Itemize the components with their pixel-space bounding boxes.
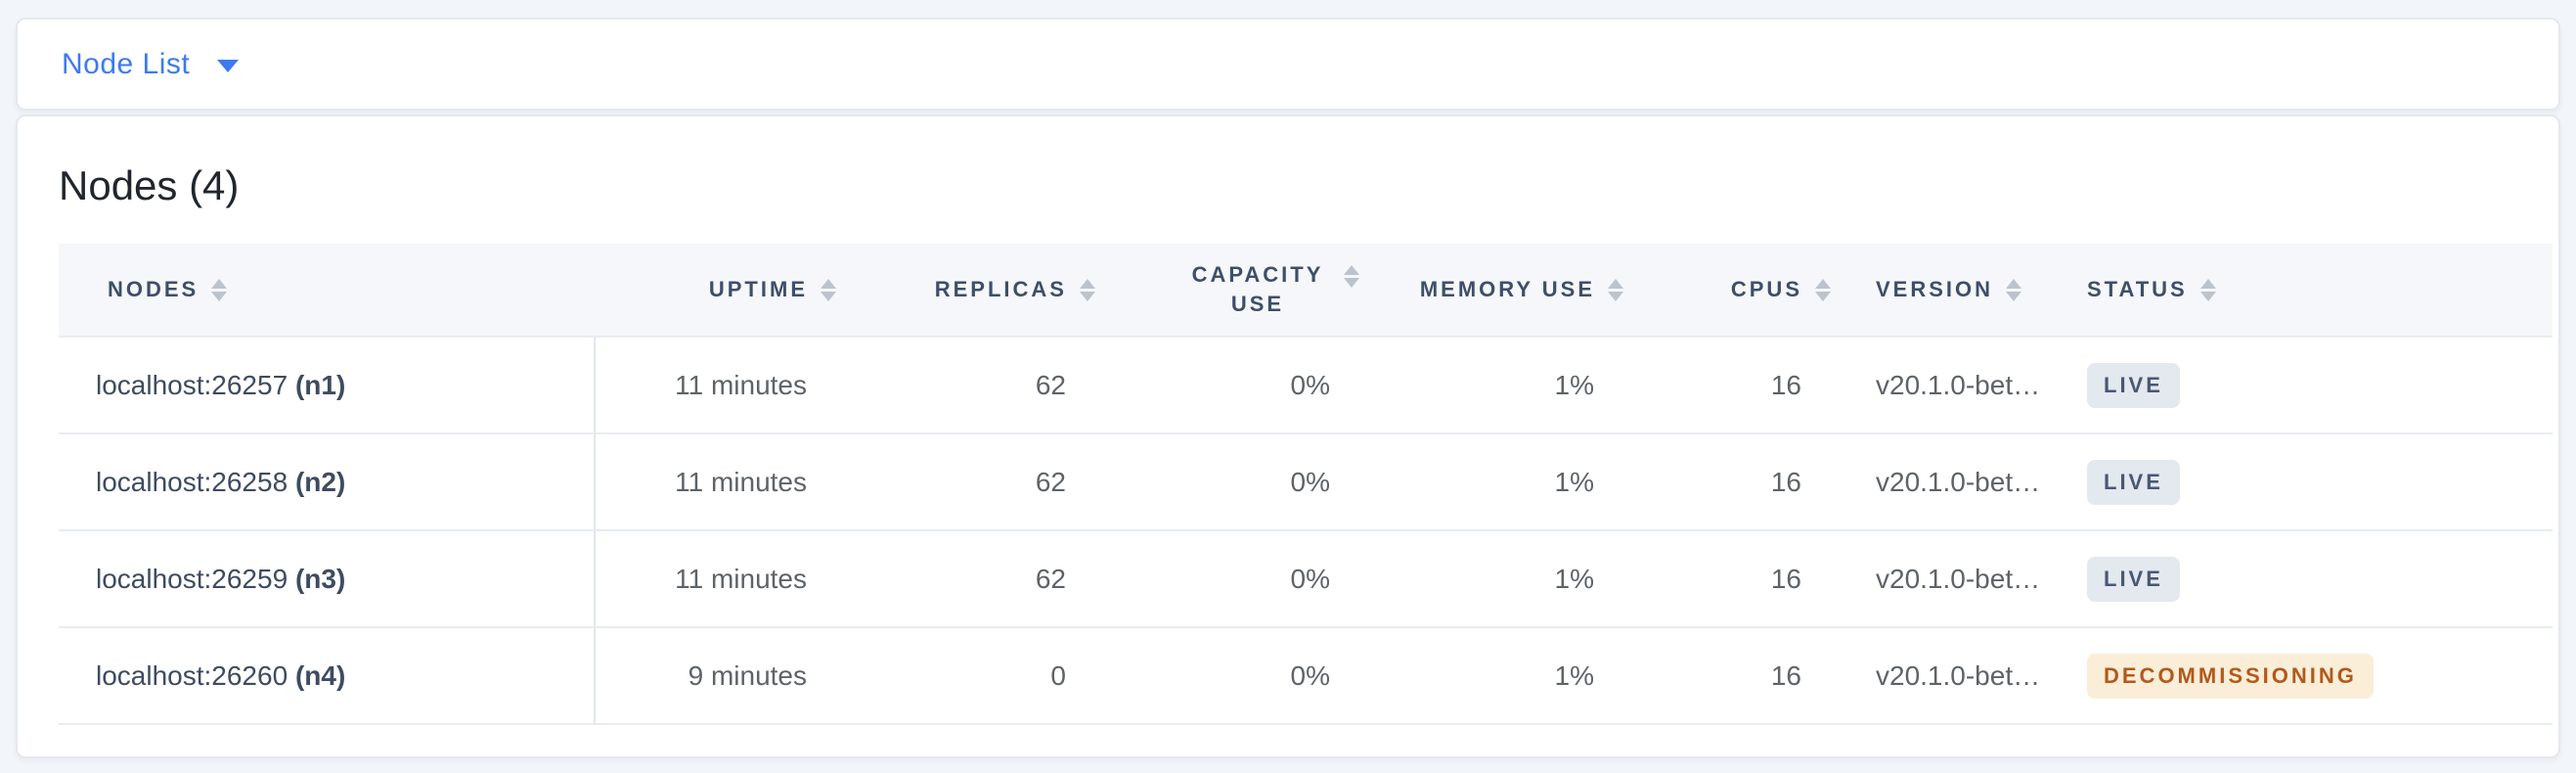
memory-use-cell: 1%: [1367, 337, 1631, 434]
version-cell: v20.1.0-bet…: [1839, 433, 2073, 531]
replicas-cell: 62: [844, 337, 1103, 434]
table-row-n1: localhost:26257 (n1) 11 minutes 62 0% 1%…: [59, 337, 2553, 434]
cpus-cell: 16: [1631, 433, 1839, 531]
node-address-cell: localhost:26259 (n3): [59, 530, 596, 628]
node-address-cell: localhost:26257 (n1): [59, 337, 596, 434]
chevron-down-icon: [217, 59, 240, 72]
node-table-header: NODES UPTIME REPLICAS: [59, 244, 2553, 338]
view-selector-label: Node List: [62, 47, 191, 80]
column-header-label: CAPACITY USE: [1191, 262, 1324, 316]
column-header-capacity-use[interactable]: CAPACITY USE: [1103, 244, 1367, 338]
column-header-label: MEMORY USE: [1419, 277, 1595, 301]
status-badge: LIVE: [2087, 556, 2180, 602]
sort-icon: [2006, 278, 2022, 301]
node-id: (n4): [294, 659, 346, 691]
column-header-memory-use[interactable]: MEMORY USE: [1367, 244, 1631, 338]
cpus-cell: 16: [1631, 627, 1839, 725]
column-header-uptime[interactable]: UPTIME: [595, 244, 844, 338]
replicas-cell: 62: [844, 433, 1103, 531]
node-id: (n3): [294, 563, 346, 594]
node-address: localhost:26257: [96, 369, 289, 400]
node-address: localhost:26259: [96, 563, 289, 594]
header-row: NODES UPTIME REPLICAS: [59, 244, 2553, 338]
node-address-cell: localhost:26258 (n2): [59, 433, 596, 531]
uptime-cell: 11 minutes: [595, 530, 844, 628]
column-header-label: UPTIME: [708, 277, 808, 301]
column-header-cpus[interactable]: CPUS: [1631, 244, 1839, 338]
cpus-cell: 16: [1631, 337, 1839, 434]
sort-icon: [1344, 265, 1359, 288]
sort-icon: [1815, 278, 1831, 301]
uptime-cell: 11 minutes: [595, 433, 844, 531]
capacity-use-cell: 0%: [1103, 530, 1367, 628]
view-selector-dropdown[interactable]: Node List: [62, 47, 240, 81]
memory-use-cell: 1%: [1367, 530, 1631, 628]
sort-icon: [2199, 278, 2216, 301]
column-header-nodes[interactable]: NODES: [59, 244, 595, 338]
table-row-n4: localhost:26260 (n4) 9 minutes 0 0% 1% 1…: [59, 627, 2553, 725]
replicas-cell: 62: [844, 530, 1103, 628]
column-header-label: STATUS: [2087, 277, 2188, 301]
column-header-status[interactable]: STATUS: [2073, 244, 2553, 338]
uptime-cell: 11 minutes: [595, 337, 844, 434]
status-badge: LIVE: [2087, 362, 2180, 408]
column-header-label: CPUS: [1730, 277, 1802, 301]
table-row-n2: localhost:26258 (n2) 11 minutes 62 0% 1%…: [59, 433, 2553, 531]
sort-icon: [821, 278, 836, 301]
column-header-label: NODES: [108, 277, 200, 301]
page-title: Nodes (4): [59, 162, 240, 208]
capacity-use-cell: 0%: [1103, 337, 1367, 434]
sort-icon: [1080, 278, 1095, 301]
memory-use-cell: 1%: [1367, 433, 1631, 531]
status-badge: DECOMMISSIONING: [2087, 653, 2374, 699]
version-cell: v20.1.0-bet…: [1839, 627, 2073, 725]
status-cell: DECOMMISSIONING: [2073, 627, 2553, 725]
node-address-cell: localhost:26260 (n4): [59, 627, 596, 725]
node-address: localhost:26258: [96, 466, 289, 497]
node-id: (n1): [294, 369, 346, 400]
node-table-body: localhost:26257 (n1) 11 minutes 62 0% 1%…: [59, 337, 2553, 725]
table-row-n3: localhost:26259 (n3) 11 minutes 62 0% 1%…: [59, 530, 2553, 628]
status-cell: LIVE: [2073, 433, 2553, 531]
version-cell: v20.1.0-bet…: [1839, 530, 2073, 628]
node-id: (n2): [294, 466, 346, 497]
nodes-summary-card: Nodes (4) NODES UPTIME: [16, 114, 2560, 758]
uptime-cell: 9 minutes: [595, 627, 844, 725]
column-header-label: REPLICAS: [934, 277, 1067, 301]
column-header-label: VERSION: [1876, 277, 1994, 301]
status-badge: LIVE: [2087, 459, 2180, 505]
sort-icon: [211, 278, 228, 301]
node-address: localhost:26260: [96, 659, 289, 691]
memory-use-cell: 1%: [1367, 627, 1631, 725]
node-table: NODES UPTIME REPLICAS: [59, 244, 2553, 725]
status-cell: LIVE: [2073, 337, 2553, 434]
capacity-use-cell: 0%: [1103, 433, 1367, 531]
status-cell: LIVE: [2073, 530, 2553, 628]
column-header-replicas[interactable]: REPLICAS: [844, 244, 1103, 338]
cpus-cell: 16: [1631, 530, 1839, 628]
sort-icon: [1608, 278, 1623, 301]
capacity-use-cell: 0%: [1103, 627, 1367, 725]
view-selector-bar: Node List: [16, 18, 2560, 111]
version-cell: v20.1.0-bet…: [1839, 337, 2073, 434]
column-header-version[interactable]: VERSION: [1839, 244, 2073, 338]
replicas-cell: 0: [844, 627, 1103, 725]
